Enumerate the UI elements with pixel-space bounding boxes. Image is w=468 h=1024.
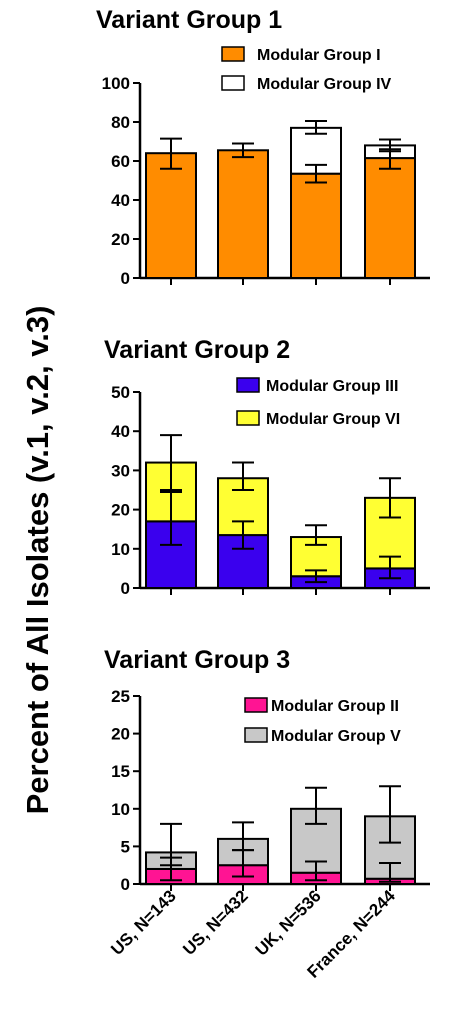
x-category-label: US, N=432 <box>179 886 252 959</box>
legend-swatch <box>236 377 260 393</box>
panel-title: Variant Group 2 <box>104 336 290 364</box>
y-tick-label: 0 <box>121 875 130 894</box>
y-tick-label: 20 <box>111 230 130 249</box>
x-category-label: UK, N=536 <box>252 886 325 959</box>
y-tick-label: 25 <box>111 687 130 706</box>
y-tick-label: 40 <box>111 191 130 210</box>
panel-title: Variant Group 1 <box>96 6 282 34</box>
panel-2: Variant Group 2 0 10 20 30 40 50 Modular Group … <box>104 336 430 598</box>
legend-swatch <box>236 410 260 426</box>
panel-1: Variant Group 1 0 20 40 60 80 100 Modular Group… <box>96 6 430 288</box>
legend-swatch <box>221 75 245 91</box>
legend-swatch <box>244 697 268 713</box>
panel-title: Variant Group 3 <box>104 646 290 674</box>
bar-1 <box>145 152 197 279</box>
bar-1 <box>217 149 269 279</box>
y-tick-label: 10 <box>111 800 130 819</box>
y-tick-label: 80 <box>111 113 130 132</box>
panel-3: Variant Group 3 0 5 10 15 20 25 Modular Group I… <box>104 646 430 894</box>
y-tick-label: 20 <box>111 501 130 520</box>
y-axis-label: Percent of All Isolates (v.1, v.2, v.3) <box>20 306 55 815</box>
y-tick-label: 10 <box>111 540 130 559</box>
y-tick-label: 20 <box>111 725 130 744</box>
legend-label: Modular Group VI <box>266 411 400 428</box>
legend-label: Modular Group V <box>271 728 401 745</box>
y-tick-label: 50 <box>111 383 130 402</box>
y-tick-label: 0 <box>121 579 130 598</box>
bar-1 <box>364 157 416 279</box>
y-tick-label: 5 <box>121 837 130 856</box>
y-tick-label: 15 <box>111 762 130 781</box>
y-tick-label: 60 <box>111 152 130 171</box>
bar-1 <box>290 172 342 279</box>
y-tick-label: 0 <box>121 269 130 288</box>
y-tick-label: 40 <box>111 422 130 441</box>
legend-swatch <box>244 727 268 743</box>
legend-swatch <box>221 46 245 62</box>
legend-label: Modular Group II <box>271 698 399 715</box>
legend-label: Modular Group III <box>266 378 398 395</box>
y-tick-label: 100 <box>102 74 130 93</box>
y-tick-label: 30 <box>111 461 130 480</box>
legend-label: Modular Group I <box>257 47 381 64</box>
legend-label: Modular Group IV <box>257 76 392 93</box>
x-category-label: US, N=143 <box>107 886 180 959</box>
